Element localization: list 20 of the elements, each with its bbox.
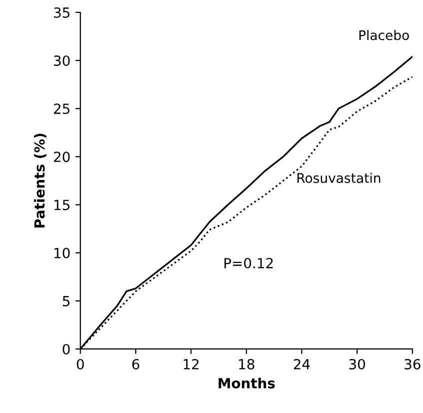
y-tick-label: 30 xyxy=(54,55,70,66)
x-tick-label: 18 xyxy=(239,358,254,370)
series-label: Rosuvastatin xyxy=(297,172,380,183)
x-tick-label: 12 xyxy=(184,358,198,370)
x-tick-label: 6 xyxy=(132,358,140,370)
x-tick-label: 30 xyxy=(349,358,365,370)
annotation: P=0.12 xyxy=(224,258,273,268)
y-tick-label: 5 xyxy=(62,296,70,306)
y-tick-label: 0 xyxy=(62,344,70,354)
y-tick-label: 20 xyxy=(54,152,70,162)
y-tick-label: 10 xyxy=(54,248,70,258)
x-axis-title: Months xyxy=(218,378,275,388)
x-tick-label: 24 xyxy=(294,358,310,370)
y-tick-label: 15 xyxy=(54,200,70,210)
x-tick-label: 36 xyxy=(404,358,420,370)
y-axis-title: Patients (%) xyxy=(34,134,46,228)
series-label: Placebo xyxy=(359,30,409,40)
y-tick-label: 35 xyxy=(54,7,70,18)
y-tick-label: 25 xyxy=(54,104,70,114)
x-tick-label: 0 xyxy=(76,358,84,370)
